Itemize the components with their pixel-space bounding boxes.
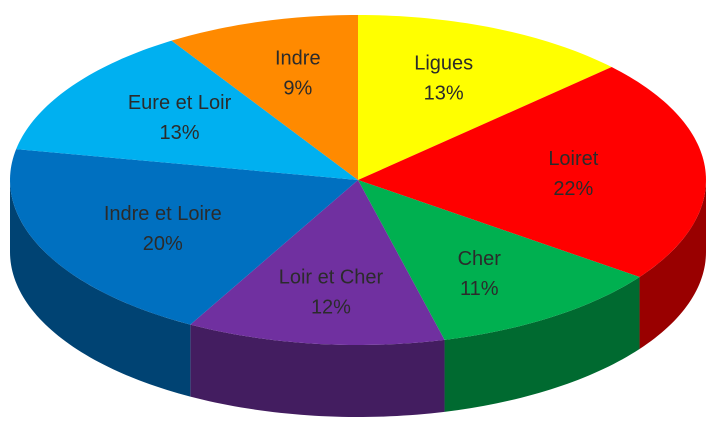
slice	[358, 180, 640, 340]
slice-side	[190, 324, 445, 417]
slice-value-label: 13%	[424, 82, 464, 104]
slice-label: Loir et Cher	[279, 267, 384, 289]
slice	[190, 180, 445, 345]
slice-side	[639, 180, 706, 349]
slice	[16, 40, 359, 180]
slice-value-label: 11%	[460, 278, 499, 300]
slice-side	[444, 276, 640, 412]
slice-value-label: 9%	[283, 78, 312, 100]
slice-side	[10, 180, 191, 397]
slice-label: Cher	[458, 248, 502, 270]
slice-label: Eure et Loir	[128, 92, 232, 114]
slice-value-label: 22%	[553, 178, 593, 200]
slice	[358, 67, 706, 277]
slice-label: Indre	[275, 48, 321, 70]
slice-label: Indre et Loire	[104, 203, 222, 225]
slice-value-label: 13%	[160, 122, 200, 144]
slice	[10, 149, 359, 325]
slice-label: Loiret	[548, 148, 598, 170]
slice-label: Ligues	[414, 52, 473, 74]
slice	[358, 15, 612, 180]
slice	[171, 15, 358, 180]
slice-value-label: 20%	[143, 233, 183, 255]
slice-value-label: 12%	[311, 297, 351, 319]
